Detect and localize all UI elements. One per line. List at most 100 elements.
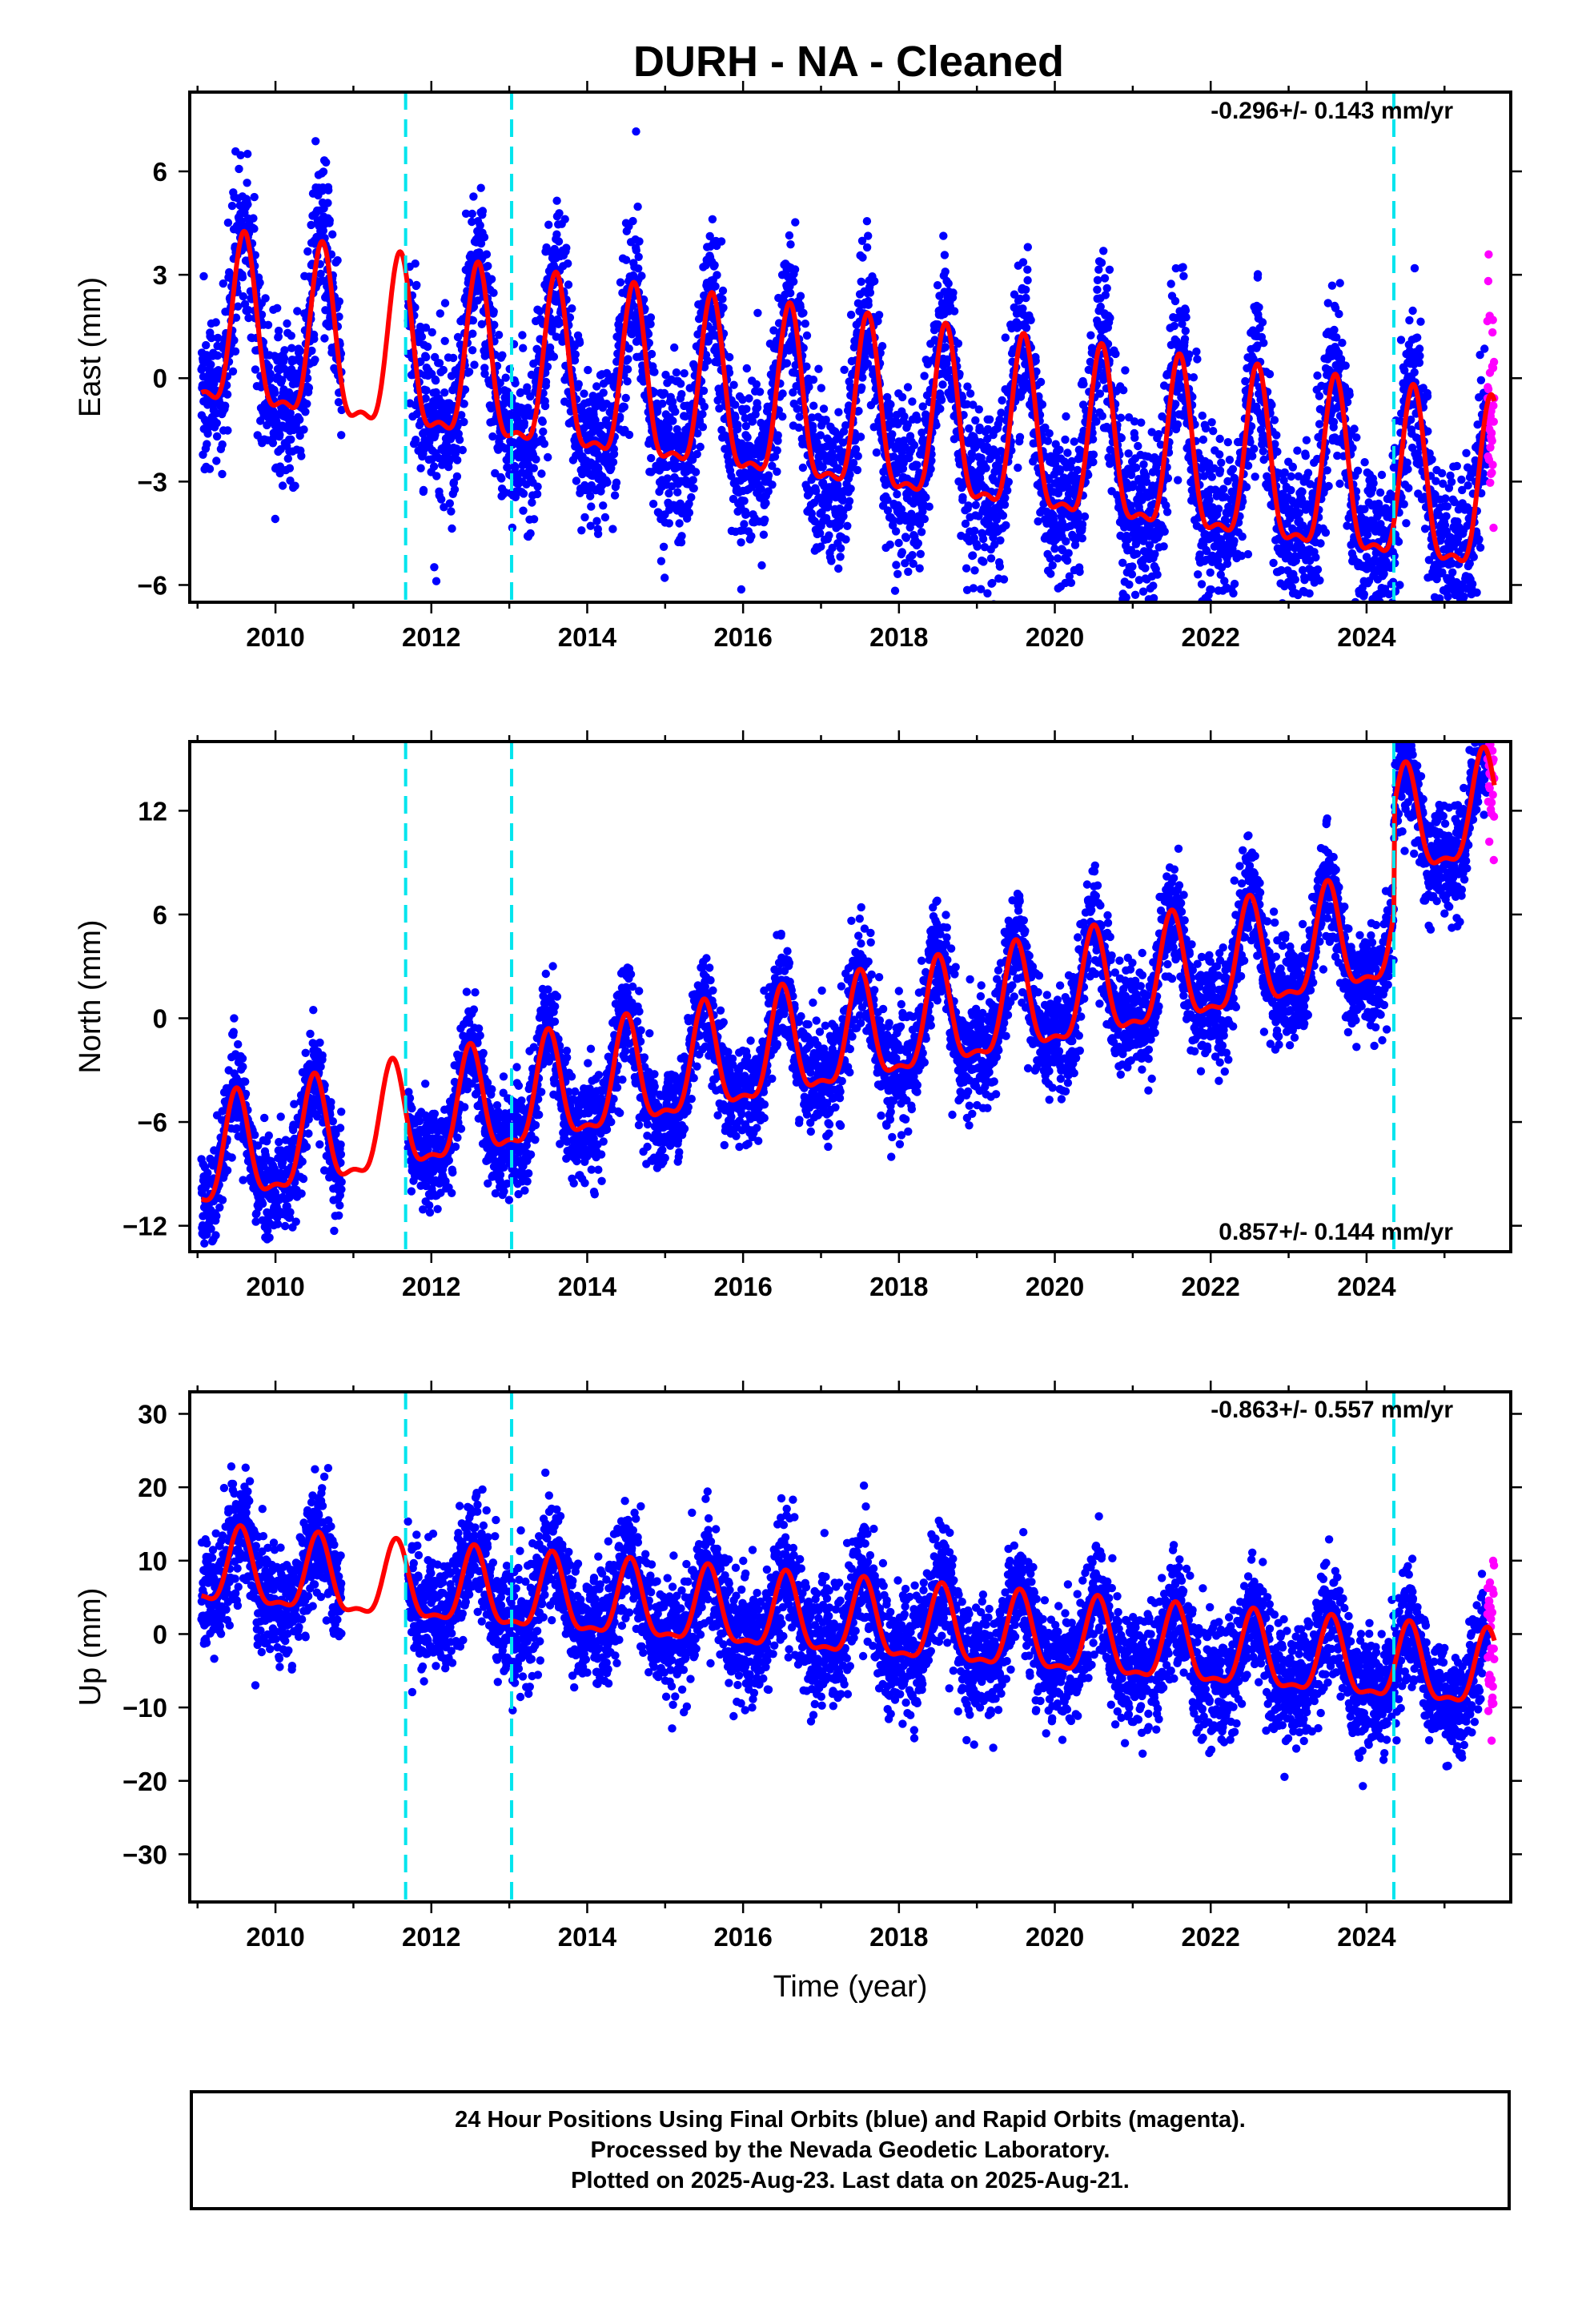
east-final-orbit-point bbox=[1321, 528, 1331, 537]
east-final-orbit-point bbox=[452, 472, 462, 481]
east-final-orbit-point bbox=[663, 474, 672, 483]
east-final-orbit-point bbox=[540, 440, 549, 448]
east-final-orbit-point bbox=[743, 432, 752, 442]
east-final-orbit-point bbox=[904, 567, 913, 577]
east-final-orbit-point bbox=[656, 557, 666, 565]
east-final-orbit-point bbox=[939, 231, 948, 240]
east-final-orbit-point bbox=[489, 307, 498, 316]
east-final-orbit-point bbox=[1022, 324, 1031, 332]
east-final-orbit-point bbox=[865, 288, 875, 297]
east-final-orbit-point bbox=[807, 413, 817, 422]
east-final-orbit-point bbox=[1197, 580, 1207, 589]
east-final-orbit-point bbox=[211, 318, 220, 327]
east-final-orbit-point bbox=[1066, 578, 1076, 587]
east-final-orbit-point bbox=[635, 237, 644, 246]
east-final-orbit-point bbox=[809, 421, 817, 431]
east-final-orbit-point bbox=[1093, 285, 1102, 294]
east-final-orbit-point bbox=[207, 333, 216, 343]
east-final-orbit-point bbox=[1128, 562, 1137, 571]
east-final-orbit-point bbox=[669, 416, 677, 425]
east-final-orbit-point bbox=[440, 336, 449, 345]
east-final-orbit-point bbox=[845, 470, 854, 479]
east-final-orbit-point bbox=[1038, 400, 1047, 409]
east-final-orbit-point bbox=[468, 209, 476, 219]
east-final-orbit-point bbox=[740, 520, 749, 529]
east-final-orbit-point bbox=[432, 376, 440, 385]
east-final-orbit-point bbox=[1102, 283, 1111, 293]
east-final-orbit-point bbox=[828, 543, 837, 553]
east-final-orbit-point bbox=[817, 542, 825, 551]
east-final-orbit-point bbox=[858, 253, 867, 262]
east-panel: 2010 2012 2014 2016 2018 2020 2022 2024−6−3036 … bbox=[74, 81, 1522, 652]
east-final-orbit-point bbox=[856, 432, 865, 441]
east-final-orbit-point bbox=[1106, 313, 1114, 323]
east-final-orbit-point bbox=[799, 344, 808, 352]
east-final-orbit-point bbox=[337, 405, 346, 415]
east-final-orbit-point bbox=[809, 376, 818, 384]
east-final-orbit-point bbox=[764, 487, 773, 496]
east-final-orbit-point bbox=[1093, 275, 1102, 284]
east-final-orbit-point bbox=[497, 474, 506, 483]
east-final-orbit-point bbox=[1062, 537, 1070, 546]
east-final-orbit-point bbox=[429, 462, 439, 471]
east-final-orbit-point bbox=[311, 137, 320, 146]
east-final-orbit-point bbox=[572, 476, 581, 485]
east-final-orbit-point bbox=[251, 251, 259, 259]
east-final-orbit-point bbox=[1299, 625, 1307, 633]
east-final-orbit-point bbox=[1097, 258, 1106, 267]
east-final-orbit-point bbox=[713, 396, 722, 405]
east-final-orbit-point bbox=[432, 472, 441, 480]
east-final-orbit-point bbox=[908, 397, 917, 406]
east-final-orbit-point bbox=[628, 216, 637, 226]
east-final-orbit-point bbox=[864, 231, 873, 240]
east-final-orbit-point bbox=[1273, 447, 1282, 456]
east-final-orbit-point bbox=[608, 525, 617, 533]
east-final-orbit-point bbox=[1301, 452, 1311, 460]
east-final-orbit-point bbox=[815, 529, 825, 538]
east-final-orbit-point bbox=[480, 233, 489, 242]
east-final-orbit-point bbox=[337, 431, 346, 440]
east-final-orbit-point bbox=[1288, 463, 1298, 472]
east-final-orbit-point bbox=[838, 496, 848, 505]
east-final-orbit-point bbox=[708, 215, 717, 223]
east-final-orbit-point bbox=[970, 443, 980, 452]
east-final-orbit-point bbox=[1119, 386, 1128, 395]
east-final-orbit-point bbox=[918, 435, 928, 444]
east-final-orbit-point bbox=[437, 495, 446, 504]
east-final-orbit-point bbox=[1207, 418, 1216, 427]
east-final-orbit-point bbox=[1137, 418, 1146, 427]
east-final-orbit-point bbox=[469, 192, 478, 201]
east-final-orbit-point bbox=[334, 398, 343, 407]
east-final-orbit-point bbox=[885, 540, 894, 549]
east-final-orbit-point bbox=[1063, 448, 1072, 457]
east-final-orbit-point bbox=[1304, 613, 1312, 621]
east-final-orbit-point bbox=[1130, 590, 1140, 599]
east-final-orbit-point bbox=[908, 551, 917, 560]
east-final-orbit-point bbox=[591, 416, 600, 424]
east-final-orbit-point bbox=[1181, 327, 1191, 336]
east-final-orbit-point bbox=[609, 449, 619, 459]
east-final-orbit-point bbox=[677, 390, 686, 399]
east-final-orbit-point bbox=[909, 559, 917, 569]
east-final-orbit-point bbox=[1023, 265, 1032, 274]
east-final-orbit-point bbox=[664, 423, 673, 432]
east-final-orbit-point bbox=[738, 395, 747, 404]
east-final-orbit-point bbox=[412, 436, 420, 444]
east-final-orbit-point bbox=[998, 396, 1006, 405]
east-final-orbit-point bbox=[460, 400, 468, 408]
east-final-orbit-point bbox=[689, 476, 697, 485]
east-final-orbit-point bbox=[285, 464, 295, 472]
east-final-orbit-point bbox=[958, 493, 967, 502]
east-final-orbit-point bbox=[592, 382, 601, 391]
east-final-orbit-point bbox=[417, 332, 427, 341]
east-final-orbit-point bbox=[661, 370, 670, 380]
east-final-orbit-point bbox=[1061, 435, 1070, 444]
east-final-orbit-point bbox=[577, 526, 586, 535]
east-final-orbit-point bbox=[255, 278, 264, 287]
east-final-orbit-point bbox=[1100, 274, 1110, 283]
east-final-orbit-point bbox=[543, 362, 552, 372]
east-final-orbit-point bbox=[681, 412, 690, 421]
east-final-orbit-point bbox=[1243, 549, 1253, 559]
east-final-orbit-point bbox=[864, 300, 873, 309]
east-final-orbit-point bbox=[647, 453, 656, 463]
